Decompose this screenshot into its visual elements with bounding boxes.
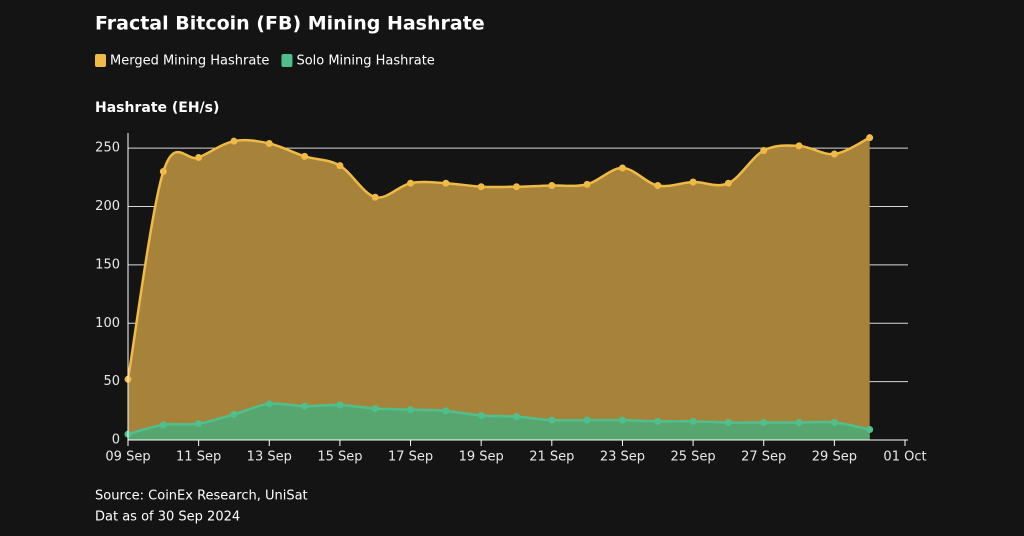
point bbox=[230, 137, 238, 145]
point bbox=[583, 416, 591, 424]
point bbox=[830, 418, 838, 426]
y-tick-label: 0 bbox=[112, 433, 120, 448]
point bbox=[336, 162, 344, 170]
point bbox=[760, 418, 768, 426]
y-tick-label: 150 bbox=[95, 257, 120, 272]
point bbox=[407, 179, 415, 187]
legend-swatch bbox=[95, 54, 106, 67]
point bbox=[195, 420, 203, 428]
y-axis-label: Hashrate (EH/s) bbox=[95, 100, 219, 116]
point bbox=[583, 180, 591, 188]
point bbox=[195, 154, 203, 162]
point bbox=[724, 418, 732, 426]
point bbox=[477, 411, 485, 419]
x-tick-label: 01 Oct bbox=[883, 450, 926, 465]
x-tick-label: 23 Sep bbox=[600, 450, 645, 465]
y-tick-label: 100 bbox=[95, 316, 120, 331]
point bbox=[618, 416, 626, 424]
y-tick-label: 50 bbox=[103, 374, 120, 389]
chart-title: Fractal Bitcoin (FB) Mining Hashrate bbox=[95, 13, 485, 35]
x-tick-label: 21 Sep bbox=[529, 450, 574, 465]
x-tick-label: 09 Sep bbox=[105, 450, 150, 465]
x-tick-label: 13 Sep bbox=[247, 450, 292, 465]
point bbox=[760, 147, 768, 155]
point bbox=[795, 142, 803, 150]
note: Dat as of 30 Sep 2024 bbox=[95, 510, 240, 525]
point bbox=[265, 400, 273, 408]
point bbox=[548, 182, 556, 190]
point bbox=[795, 418, 803, 426]
legend-label: Solo Mining Hashrate bbox=[296, 54, 434, 69]
legend-label: Merged Mining Hashrate bbox=[110, 54, 269, 69]
point bbox=[159, 421, 167, 429]
point bbox=[654, 182, 662, 190]
area bbox=[128, 403, 870, 440]
point bbox=[371, 404, 379, 412]
point bbox=[477, 183, 485, 191]
x-tick-label: 25 Sep bbox=[670, 450, 715, 465]
x-tick-label: 17 Sep bbox=[388, 450, 433, 465]
y-tick-label: 200 bbox=[95, 199, 120, 214]
area bbox=[128, 137, 870, 441]
point bbox=[301, 402, 309, 410]
legend-swatch bbox=[281, 54, 293, 67]
point bbox=[336, 401, 344, 409]
point bbox=[618, 164, 626, 172]
x-tick-label: 15 Sep bbox=[317, 450, 362, 465]
source: Source: CoinEx Research, UniSat bbox=[95, 489, 308, 504]
point bbox=[866, 134, 874, 142]
point bbox=[442, 179, 450, 187]
point bbox=[724, 179, 732, 187]
x-tick-label: 29 Sep bbox=[812, 450, 857, 465]
point bbox=[265, 140, 273, 148]
x-tick-label: 11 Sep bbox=[176, 450, 221, 465]
point bbox=[689, 178, 697, 186]
y-tick-label: 250 bbox=[95, 141, 120, 156]
point bbox=[866, 425, 874, 433]
x-tick-label: 27 Sep bbox=[741, 450, 786, 465]
point bbox=[548, 416, 556, 424]
point bbox=[513, 183, 520, 191]
line bbox=[127, 402, 870, 436]
point bbox=[830, 150, 838, 158]
point bbox=[371, 193, 379, 201]
point bbox=[230, 410, 238, 418]
point bbox=[689, 417, 697, 425]
point bbox=[513, 413, 520, 421]
point bbox=[159, 168, 167, 176]
x-tick-label: 19 Sep bbox=[459, 450, 504, 465]
point bbox=[407, 406, 415, 414]
point bbox=[442, 407, 450, 415]
point bbox=[301, 152, 309, 160]
point bbox=[654, 417, 662, 425]
